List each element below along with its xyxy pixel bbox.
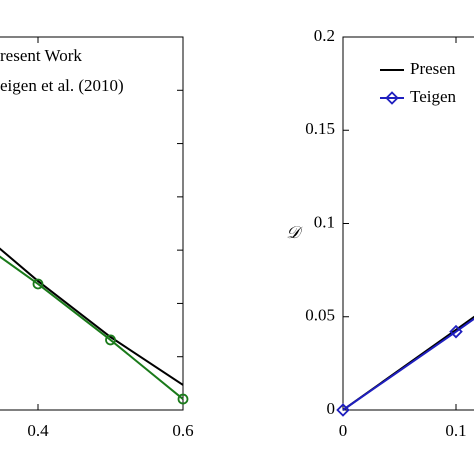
y-axis-label: 𝒟 [286,223,303,242]
marker [336,403,350,417]
marker [105,334,116,346]
legend-label: eigen et al. (2010) [0,76,124,95]
series-line [342,315,474,411]
y-tick-label: 0 [327,399,336,418]
series-line [0,255,184,400]
legend-marker [385,91,399,105]
marker [177,393,189,405]
legend-label: Presen [410,59,456,78]
x-tick-label: 0.4 [27,421,49,440]
series-line [0,247,184,386]
y-tick-label: 0.1 [314,212,335,231]
marker [449,324,463,339]
x-tick-label: 0.6 [172,421,193,440]
y-tick-label: 0.05 [305,306,335,325]
legend-label: Teigen [410,87,457,106]
x-tick-label: 0.1 [445,421,466,440]
x-tick-label: 0 [339,421,348,440]
marker [32,278,44,290]
series-line [342,317,474,411]
y-tick-label: 0.15 [305,119,335,138]
y-tick-label: 0.2 [314,26,335,45]
legend-label: resent Work [0,46,82,65]
